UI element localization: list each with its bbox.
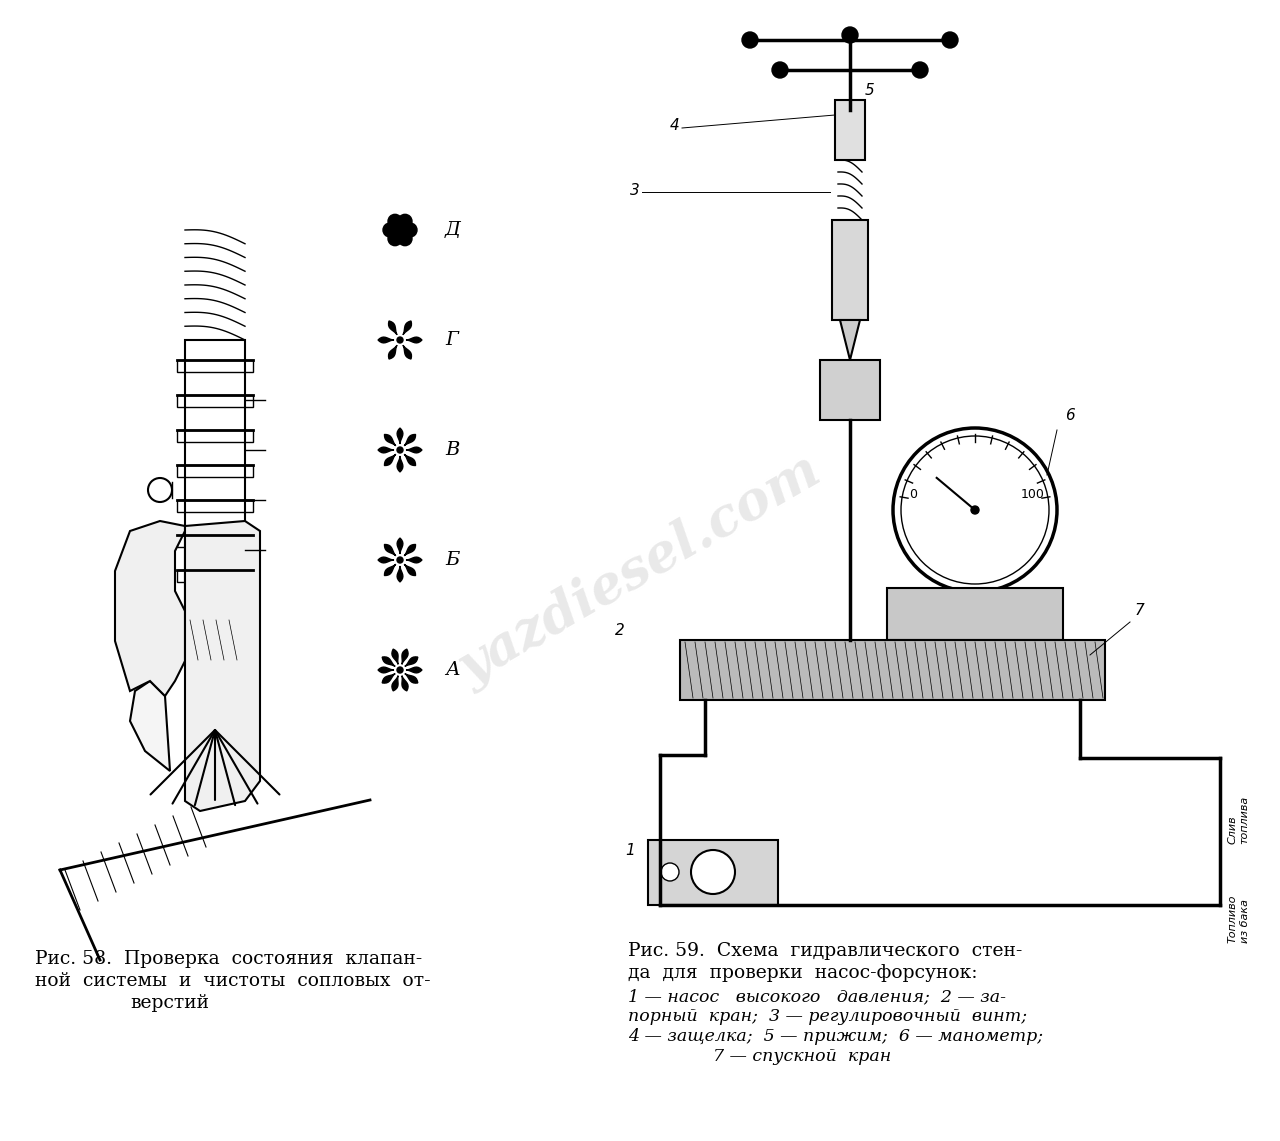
Circle shape (388, 215, 402, 228)
Polygon shape (389, 321, 397, 334)
Bar (887, 588, 1062, 640)
Bar (177, 430, 253, 442)
Text: 6: 6 (1065, 408, 1075, 423)
Text: 1: 1 (625, 843, 635, 858)
Circle shape (660, 863, 678, 881)
Polygon shape (397, 456, 403, 472)
Circle shape (742, 32, 758, 48)
Circle shape (398, 215, 412, 228)
Polygon shape (406, 447, 422, 453)
Circle shape (397, 557, 403, 563)
Polygon shape (389, 346, 397, 359)
Bar (177, 395, 253, 407)
Polygon shape (392, 675, 398, 691)
Polygon shape (403, 321, 411, 334)
Text: 2: 2 (614, 623, 625, 638)
Polygon shape (406, 667, 422, 673)
Circle shape (911, 62, 928, 78)
Bar (177, 500, 253, 512)
Circle shape (972, 505, 979, 513)
Text: 3: 3 (630, 183, 640, 199)
Bar (177, 466, 253, 477)
Circle shape (842, 27, 858, 43)
Bar (177, 570, 253, 582)
Polygon shape (406, 337, 422, 343)
Text: 1 — насос   высокого   давления;  2 — за-: 1 — насос высокого давления; 2 — за- (628, 988, 1006, 1005)
Bar (186, 340, 244, 620)
Text: Рис. 58.  Проверка  состояния  клапан-: Рис. 58. Проверка состояния клапан- (35, 950, 422, 968)
Text: верстий: верстий (131, 994, 209, 1012)
Bar (648, 840, 778, 905)
Polygon shape (383, 657, 396, 666)
Circle shape (403, 222, 417, 237)
Circle shape (393, 222, 407, 237)
Circle shape (398, 232, 412, 245)
Text: Слив
топлива: Слив топлива (1228, 796, 1249, 844)
Text: 5: 5 (865, 83, 874, 98)
Bar (177, 361, 253, 372)
Polygon shape (378, 447, 394, 453)
Text: Г: Г (445, 331, 458, 349)
Text: 4 — защелка;  5 — прижим;  6 — манометр;: 4 — защелка; 5 — прижим; 6 — манометр; (628, 1028, 1043, 1045)
Polygon shape (186, 521, 260, 811)
Text: 100: 100 (1021, 488, 1044, 501)
Polygon shape (384, 565, 396, 575)
Text: порный  кран;  3 — регулировочный  винт;: порный кран; 3 — регулировочный винт; (628, 1008, 1027, 1025)
Text: Д: Д (445, 221, 461, 238)
Polygon shape (378, 337, 394, 343)
Circle shape (397, 337, 403, 343)
Polygon shape (404, 657, 417, 666)
Text: 0: 0 (909, 488, 916, 501)
Polygon shape (402, 649, 408, 664)
Polygon shape (404, 565, 416, 575)
Text: 4: 4 (669, 118, 680, 133)
Circle shape (388, 232, 402, 245)
Polygon shape (397, 539, 403, 555)
Text: В: В (445, 442, 460, 459)
Polygon shape (406, 557, 422, 563)
Polygon shape (404, 544, 416, 556)
Circle shape (397, 667, 403, 673)
Polygon shape (383, 673, 396, 683)
Circle shape (942, 32, 957, 48)
Polygon shape (397, 428, 403, 444)
Bar (835, 100, 865, 160)
Bar (820, 361, 881, 420)
Text: ной  системы  и  чистоты  сопловых  от-: ной системы и чистоты сопловых от- (35, 972, 430, 990)
Polygon shape (392, 649, 398, 664)
Circle shape (397, 447, 403, 453)
Polygon shape (397, 566, 403, 582)
Circle shape (772, 62, 788, 78)
Text: да  для  проверки  насос-форсунок:: да для проверки насос-форсунок: (628, 964, 978, 982)
Text: yazdiesel.com: yazdiesel.com (449, 445, 831, 695)
Polygon shape (840, 319, 860, 361)
Polygon shape (404, 454, 416, 466)
Text: 7: 7 (1135, 602, 1144, 618)
Polygon shape (402, 675, 408, 691)
Polygon shape (378, 557, 394, 563)
Polygon shape (403, 346, 411, 359)
Text: 7 — спускной  кран: 7 — спускной кран (713, 1047, 891, 1065)
Polygon shape (131, 681, 170, 771)
Polygon shape (115, 521, 186, 696)
Polygon shape (200, 659, 230, 730)
Circle shape (383, 222, 397, 237)
Text: Б: Б (445, 551, 460, 569)
Bar (189, 620, 241, 659)
Polygon shape (378, 667, 394, 673)
Bar (832, 220, 868, 319)
Polygon shape (384, 544, 396, 556)
Circle shape (893, 428, 1057, 592)
Circle shape (691, 850, 735, 895)
Bar (680, 640, 1105, 699)
Polygon shape (404, 673, 417, 683)
Text: Рис. 59.  Схема  гидравлического  стен-: Рис. 59. Схема гидравлического стен- (628, 942, 1023, 960)
Polygon shape (384, 435, 396, 446)
Polygon shape (384, 454, 396, 466)
Text: А: А (445, 661, 460, 679)
Polygon shape (404, 435, 416, 446)
Bar (177, 535, 253, 547)
Text: Топливо
из бака: Топливо из бака (1228, 895, 1249, 944)
